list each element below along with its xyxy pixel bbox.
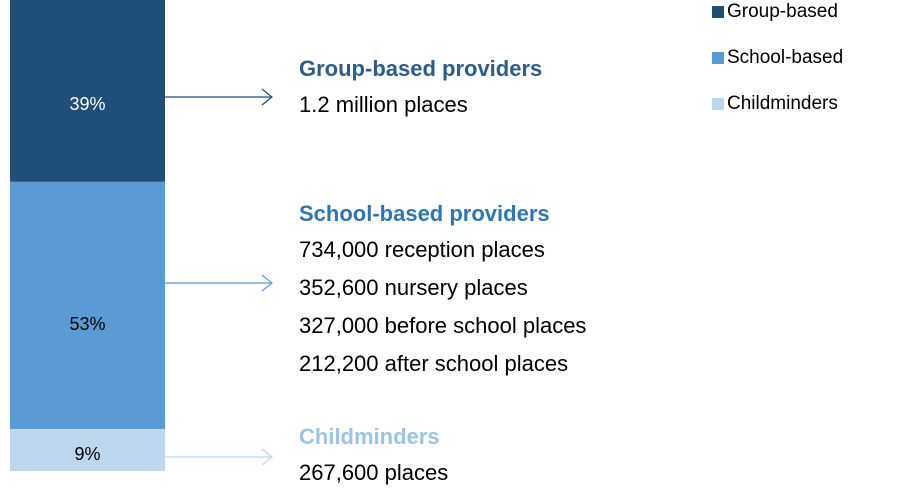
annotation-title: Group-based providers	[299, 56, 542, 81]
annotation-line: 267,600 places	[299, 460, 448, 485]
legend-swatch	[712, 52, 724, 64]
bar-segment	[10, 0, 165, 182]
bar-segment	[10, 429, 165, 471]
legend-label: Childminders	[727, 93, 838, 114]
annotation-line: 327,000 before school places	[299, 313, 586, 338]
annotation-title: School-based providers	[299, 201, 550, 226]
annotation-line: 1.2 million places	[299, 92, 468, 117]
legend-swatch	[712, 98, 724, 110]
annotation-title: Childminders	[299, 424, 440, 449]
annotation-line: 352,600 nursery places	[299, 275, 528, 300]
value-label: 9%	[74, 444, 100, 464]
bar-segment	[10, 181, 165, 430]
annotation-line: 212,200 after school places	[299, 351, 568, 376]
arrow-head	[261, 448, 273, 466]
arrow-head	[261, 274, 273, 292]
annotation-line: 734,000 reception places	[299, 237, 545, 262]
arrow-head	[261, 88, 273, 106]
value-label: 53%	[69, 314, 105, 334]
legend-label: School-based	[727, 47, 843, 68]
legend-swatch	[712, 6, 724, 18]
value-label: 39%	[69, 94, 105, 114]
legend-label: Group-based	[727, 1, 838, 22]
